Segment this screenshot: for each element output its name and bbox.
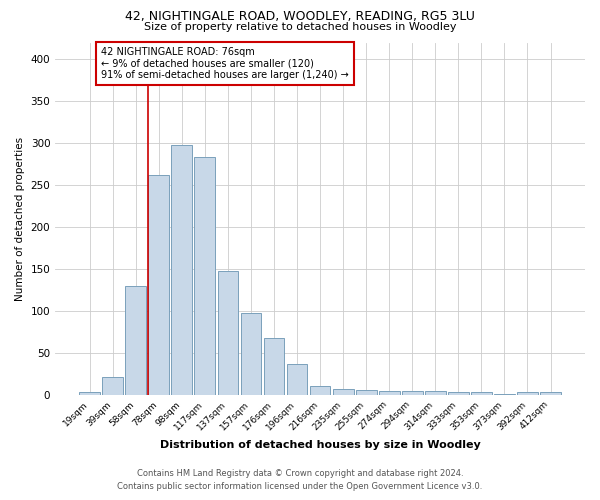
Text: Size of property relative to detached houses in Woodley: Size of property relative to detached ho… [144,22,456,32]
Bar [79,392,100,394]
Bar [471,392,492,394]
Bar [263,338,284,394]
Bar [517,392,538,394]
Bar [148,175,169,394]
Text: 42, NIGHTINGALE ROAD, WOODLEY, READING, RG5 3LU: 42, NIGHTINGALE ROAD, WOODLEY, READING, … [125,10,475,23]
Bar [102,377,123,394]
Bar [241,312,262,394]
Text: Contains HM Land Registry data © Crown copyright and database right 2024.
Contai: Contains HM Land Registry data © Crown c… [118,470,482,491]
Bar [540,392,561,394]
Bar [379,392,400,394]
Bar [287,364,307,394]
Bar [356,390,377,394]
Bar [172,145,192,394]
Bar [125,286,146,395]
X-axis label: Distribution of detached houses by size in Woodley: Distribution of detached houses by size … [160,440,481,450]
Bar [333,389,353,394]
Bar [218,272,238,394]
Bar [310,386,331,394]
Bar [425,392,446,394]
Bar [194,156,215,394]
Bar [448,392,469,394]
Y-axis label: Number of detached properties: Number of detached properties [15,136,25,300]
Bar [402,390,422,394]
Text: 42 NIGHTINGALE ROAD: 76sqm
← 9% of detached houses are smaller (120)
91% of semi: 42 NIGHTINGALE ROAD: 76sqm ← 9% of detac… [101,46,349,80]
